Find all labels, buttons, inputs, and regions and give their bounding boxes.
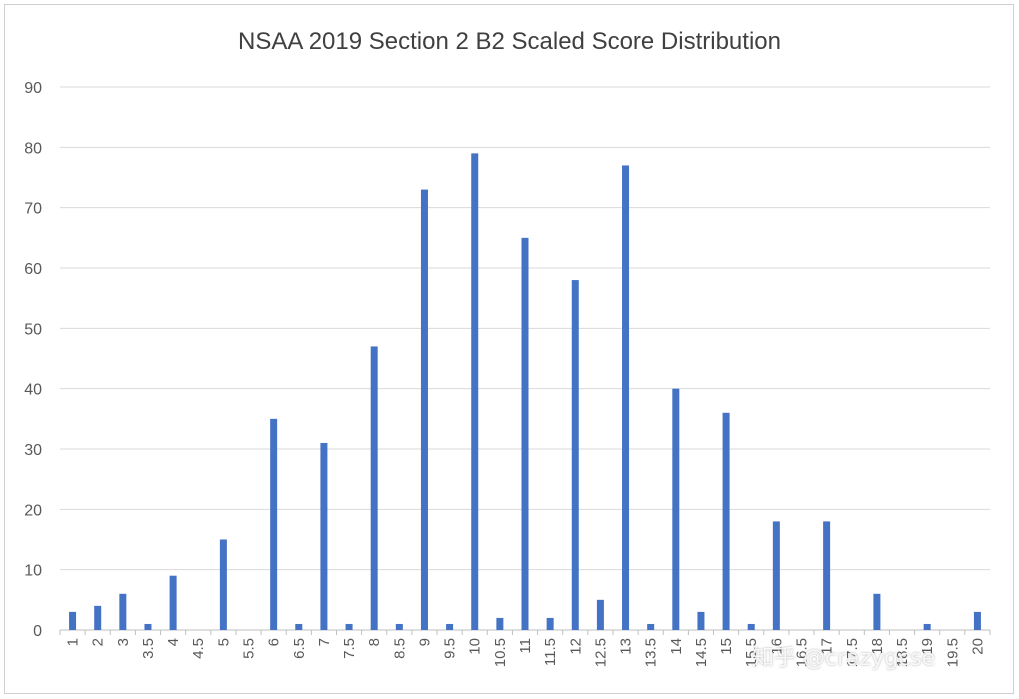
bar <box>923 623 931 630</box>
bar <box>672 388 680 630</box>
bar <box>395 623 403 630</box>
x-tick-label: 14.5 <box>693 638 710 667</box>
bar <box>496 617 504 630</box>
bar <box>320 442 328 630</box>
x-tick-label: 17.5 <box>844 638 861 667</box>
x-tick-label: 13 <box>618 638 635 655</box>
bar <box>747 623 755 630</box>
bar <box>169 575 177 630</box>
y-tick-label: 60 <box>24 261 42 278</box>
bar <box>420 189 428 631</box>
x-tick-label: 6.5 <box>291 638 308 659</box>
x-tick-label: 18 <box>869 638 886 655</box>
x-tick-label: 13.5 <box>643 638 660 667</box>
bar <box>446 623 454 630</box>
bar <box>119 593 127 630</box>
bar <box>722 412 730 630</box>
x-tick-label: 15 <box>718 638 735 655</box>
bar <box>471 153 479 630</box>
x-tick-label: 5 <box>215 638 232 646</box>
x-tick-label: 7.5 <box>341 638 358 659</box>
x-tick-label: 9 <box>416 638 433 646</box>
bar <box>345 623 353 630</box>
x-tick-label: 5.5 <box>241 638 258 659</box>
bar <box>823 521 831 630</box>
y-tick-label: 90 <box>24 80 42 97</box>
x-tick-label: 8.5 <box>391 638 408 659</box>
bar <box>295 623 303 630</box>
y-tick-label: 0 <box>33 623 42 640</box>
bar <box>772 521 780 630</box>
x-tick-label: 18.5 <box>894 638 911 667</box>
bar <box>94 605 102 630</box>
x-tick-label: 12 <box>567 638 584 655</box>
y-tick-label: 80 <box>24 140 42 157</box>
bar <box>973 611 981 630</box>
x-tick-label: 10.5 <box>492 638 509 667</box>
x-tick-label: 14 <box>668 638 685 655</box>
x-tick-label: 20 <box>969 638 986 655</box>
x-tick-label: 4 <box>165 638 182 646</box>
x-tick-label: 11.5 <box>542 638 559 666</box>
x-tick-label: 7 <box>316 638 333 646</box>
chart-title: NSAA 2019 Section 2 B2 Scaled Score Dist… <box>238 28 781 55</box>
x-tick-label: 4.5 <box>190 638 207 659</box>
x-tick-label: 6 <box>266 638 283 646</box>
bar <box>697 611 705 630</box>
x-tick-label: 12.5 <box>592 638 609 667</box>
bar <box>370 346 378 630</box>
x-tick-label: 11 <box>517 638 534 654</box>
bar <box>873 593 881 630</box>
x-tick-label: 2 <box>90 638 107 646</box>
y-tick-label: 20 <box>24 502 42 519</box>
x-tick-label: 19.5 <box>944 638 961 667</box>
x-tick-label: 16.5 <box>793 638 810 667</box>
x-tick-label: 15.5 <box>743 638 760 667</box>
watermark: 知乎 @crazygcse <box>752 646 936 671</box>
bar <box>596 599 604 630</box>
x-tick-label: 8 <box>366 638 383 646</box>
y-tick-label: 50 <box>24 321 42 338</box>
x-tick-label: 1 <box>65 638 82 646</box>
x-tick-label: 19 <box>919 638 936 655</box>
x-tick-label: 3 <box>115 638 132 646</box>
y-tick-label: 70 <box>24 201 42 218</box>
bar <box>69 611 77 630</box>
bar <box>219 539 227 630</box>
bar <box>144 623 152 630</box>
x-tick-label: 16 <box>768 638 785 655</box>
bar <box>546 617 554 630</box>
bar <box>521 237 529 631</box>
y-tick-label: 10 <box>24 563 42 580</box>
x-tick-label: 10 <box>467 638 484 655</box>
x-tick-label: 17 <box>819 638 836 655</box>
bar <box>622 165 630 630</box>
bar <box>647 623 655 630</box>
bar <box>270 418 278 630</box>
x-tick-label: 3.5 <box>140 638 157 659</box>
y-tick-label: 30 <box>24 442 42 459</box>
x-tick-label: 9.5 <box>442 638 459 659</box>
y-tick-label: 40 <box>24 382 42 399</box>
bar <box>571 280 579 630</box>
